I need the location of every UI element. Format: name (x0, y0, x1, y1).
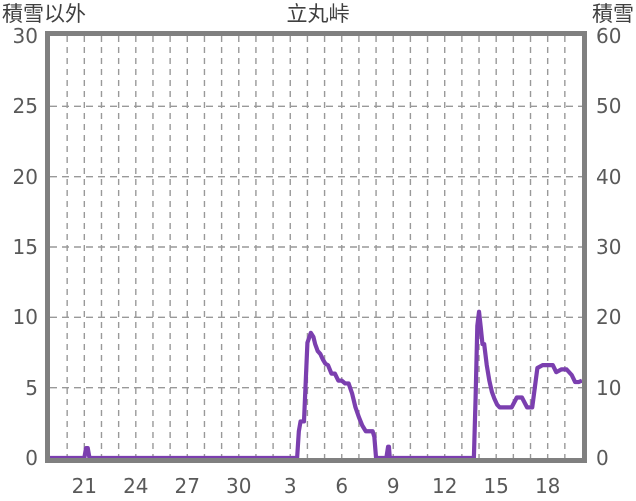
right-axis-tick-label: 30 (596, 235, 622, 259)
right-axis-tick-label: 60 (596, 24, 622, 48)
series-line (50, 309, 582, 458)
right-axis-tick-label: 50 (596, 94, 622, 119)
right-axis-tick-label: 40 (596, 164, 622, 189)
data-series-layer (50, 309, 582, 458)
x-axis-tick-label: 27 (174, 474, 201, 498)
x-axis-tick-label: 3 (283, 474, 297, 498)
left-axis-tick-label: 5 (25, 375, 38, 400)
left-axis-tick-label: 30 (12, 24, 38, 48)
plot-canvas (50, 36, 582, 458)
left-axis-title: 積雪以外 (2, 2, 86, 26)
x-axis-tick-label: 30 (226, 474, 252, 498)
right-axis-tick-label: 0 (596, 446, 609, 470)
x-axis-tick-label: 6 (335, 474, 349, 498)
chart-title: 立丸峠 (286, 2, 350, 26)
right-axis-tick-label: 20 (596, 305, 622, 330)
x-axis-tick-label: 24 (123, 474, 149, 498)
left-axis-tick-label: 10 (12, 305, 38, 330)
left-axis-tick-label: 15 (12, 235, 38, 259)
left-axis-tick-label: 0 (25, 446, 38, 470)
left-axis-tick-label: 25 (12, 94, 38, 119)
right-axis-title: 積雪 (592, 2, 634, 26)
x-axis-tick-label: 12 (431, 474, 458, 498)
x-axis-tick-label: 21 (71, 474, 98, 498)
gridlines (50, 36, 582, 458)
x-axis-tick-label: 9 (386, 474, 400, 498)
x-axis-tick-label: 15 (483, 474, 509, 498)
right-axis-tick-label: 10 (596, 375, 622, 400)
x-axis-tick-label: 18 (534, 474, 561, 498)
left-axis-tick-label: 20 (12, 164, 38, 189)
